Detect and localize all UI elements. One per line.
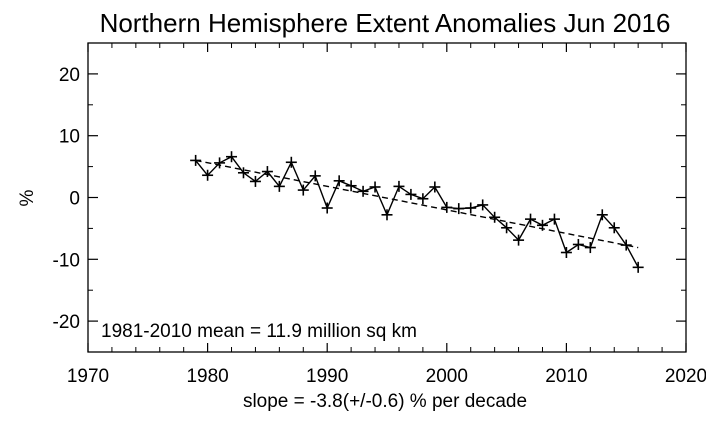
axis-ticks: [87, 42, 687, 353]
data-point: [572, 238, 584, 250]
data-point: [477, 199, 489, 211]
trend-line: [195, 159, 639, 249]
x-tick-label: 2020: [665, 366, 706, 387]
data-point: [237, 167, 249, 179]
series-layer: [190, 151, 644, 273]
data-point: [453, 203, 465, 215]
axis-tick-labels: 1970 1980 1990 2000 2010 2020 -20 -10 0 10 20: [53, 65, 706, 387]
y-axis-label: %: [17, 189, 38, 206]
data-point: [525, 213, 537, 225]
data-point: [381, 209, 393, 221]
data-point: [560, 247, 572, 259]
data-point: [501, 222, 513, 234]
y-tick-label: 20: [59, 65, 80, 86]
data-point: [548, 213, 560, 225]
y-tick-label: -20: [53, 312, 80, 333]
data-point: [596, 209, 608, 221]
data-point: [249, 175, 261, 187]
data-point: [632, 261, 644, 273]
data-point: [405, 188, 417, 200]
x-tick-label: 1990: [306, 366, 348, 387]
data-point: [321, 202, 333, 214]
data-point: [214, 157, 226, 169]
data-point: [513, 234, 525, 246]
y-tick-label: 0: [69, 189, 80, 210]
data-point: [465, 202, 477, 214]
data-point: [369, 181, 381, 193]
mean-annotation: 1981-2010 mean = 11.9 million sq km: [101, 321, 417, 342]
x-tick-label: 1970: [67, 366, 109, 387]
data-point: [441, 201, 453, 213]
anomaly-line: [195, 155, 639, 268]
y-tick-label: 10: [59, 127, 80, 148]
chart-title: Northern Hemisphere Extent Anomalies Jun…: [100, 8, 671, 38]
data-point: [345, 180, 357, 192]
data-point: [489, 211, 501, 223]
data-point: [297, 184, 309, 196]
data-point: [226, 151, 238, 163]
data-point: [273, 180, 285, 192]
x-tick-label: 2000: [426, 366, 468, 387]
data-point: [202, 169, 214, 181]
data-point: [357, 185, 369, 197]
y-tick-label: -10: [53, 250, 80, 271]
data-point: [393, 180, 405, 192]
x-tick-label: 2010: [545, 366, 587, 387]
data-point: [285, 156, 297, 168]
data-point: [429, 181, 441, 193]
slope-annotation: slope = -3.8(+/-0.6) % per decade: [243, 391, 527, 412]
data-point: [333, 175, 345, 187]
data-point: [309, 170, 321, 182]
data-point: [608, 222, 620, 234]
x-tick-label: 1980: [186, 366, 228, 387]
data-point: [584, 242, 596, 254]
data-point: [417, 193, 429, 205]
